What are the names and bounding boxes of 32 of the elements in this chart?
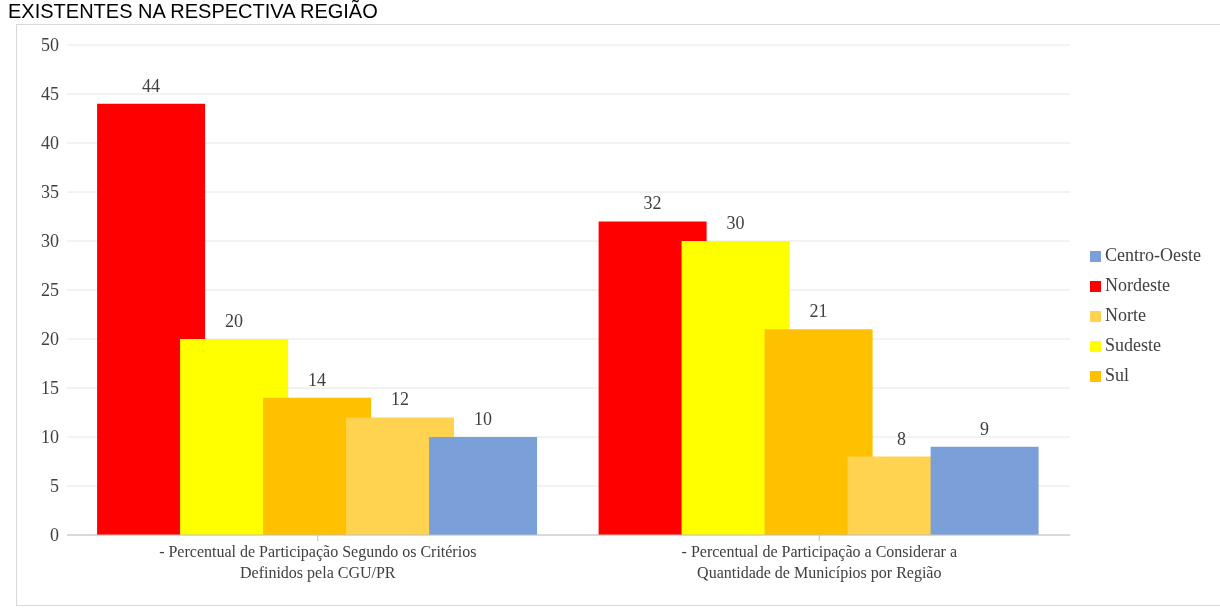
y-tick-label: 50	[41, 35, 59, 56]
x-tick-label: - Percentual de Participação Segundo os Critérios Definidos pela CGU/PR	[159, 543, 477, 582]
y-tick-label: 25	[41, 280, 59, 301]
chart-title: EXISTENTES NA RESPECTIVA REGIÃO	[8, 0, 378, 23]
bar	[930, 446, 1039, 535]
y-tick-label: 35	[41, 182, 59, 203]
data-label: 12	[391, 389, 410, 410]
bar	[764, 329, 873, 535]
data-label: 10	[474, 409, 493, 429]
data-label: 30	[726, 213, 745, 233]
y-tick-label: 30	[41, 231, 59, 252]
y-tick-label: 15	[41, 378, 59, 399]
data-label: 20	[225, 311, 244, 331]
legend-label: Centro-Oeste	[1105, 245, 1201, 265]
y-tick-label: 45	[41, 84, 59, 105]
y-tick-label: 40	[41, 133, 59, 154]
data-label: 8	[897, 428, 907, 449]
legend-label: Sul	[1105, 365, 1130, 385]
legend-label: Nordeste	[1105, 275, 1171, 295]
data-label: 21	[809, 301, 828, 322]
data-label: 9	[980, 418, 990, 439]
data-label: 14	[308, 369, 327, 390]
y-tick-label: 20	[41, 329, 59, 350]
legend-label: Norte	[1105, 305, 1147, 325]
y-tick-label: 10	[41, 427, 59, 448]
y-tick-label: 5	[50, 476, 59, 497]
legend-label: Sudeste	[1105, 335, 1162, 355]
y-tick-label: 0	[50, 525, 59, 546]
data-label: 44	[142, 75, 161, 96]
bar	[429, 437, 538, 535]
data-label: 32	[643, 193, 662, 214]
x-tick-label: - Percentual de Participação a Considerar a Quantidade de Municípios por Região	[681, 543, 957, 582]
